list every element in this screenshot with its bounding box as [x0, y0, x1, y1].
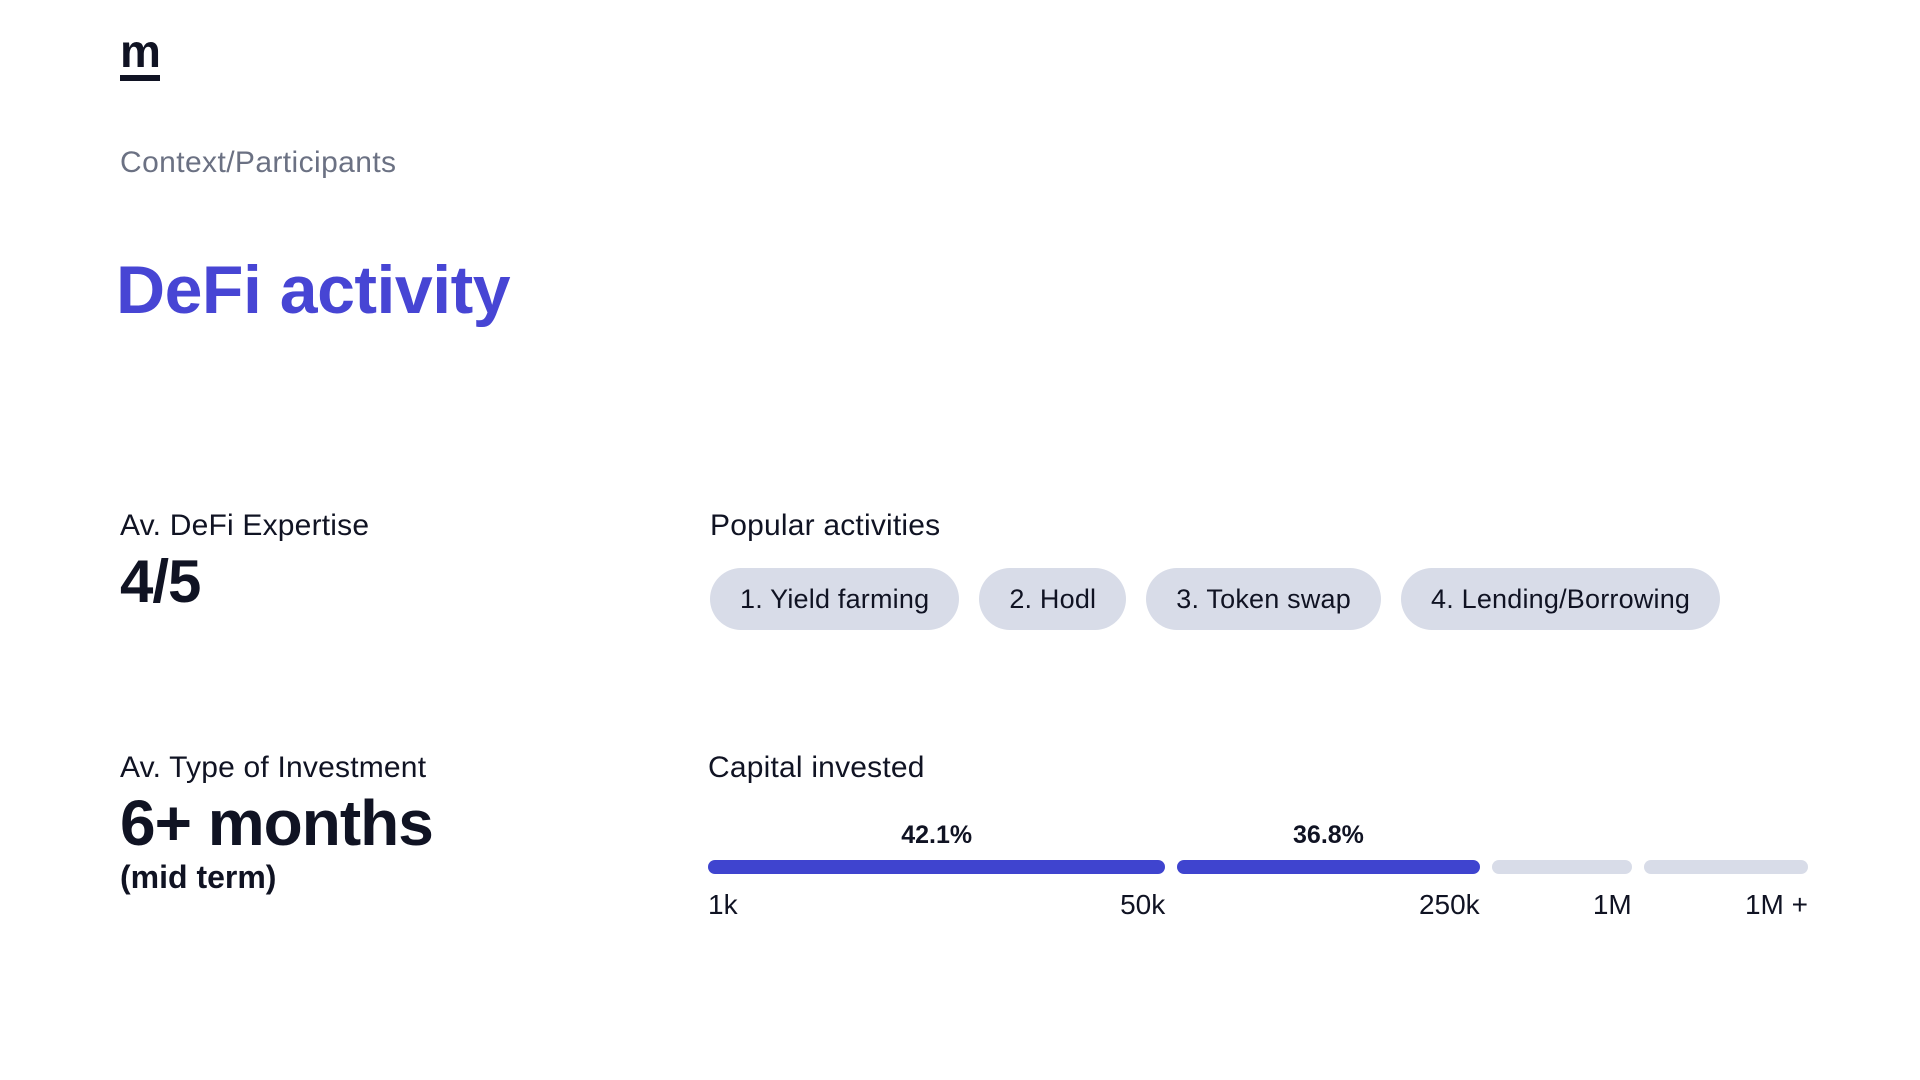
popular-activities-label: Popular activities — [710, 509, 941, 542]
tick-250k: 250k — [1418, 889, 1480, 920]
stat-defi-expertise-value: 4/5 — [120, 548, 201, 615]
segment-track-filled — [1177, 860, 1480, 874]
page-title: DeFi activity — [116, 252, 511, 328]
segment-percent-label: 36.8% — [1293, 821, 1364, 849]
tick-1M-plus: 1M + — [1744, 889, 1808, 920]
bar-segment-50k-250k: 36.8% 250k — [1177, 821, 1480, 920]
capital-distribution-bar: 42.1% 1k 50k 36.8% 250k 1M — [708, 822, 1808, 920]
bar-segment-1k-50k: 42.1% 1k 50k — [708, 821, 1166, 920]
segment-percent-label: 42.1% — [901, 821, 973, 849]
segment-track-filled — [708, 860, 1166, 874]
stat-defi-expertise: Av. DeFi Expertise 4/5 — [120, 506, 369, 612]
segment-percent-label — [1644, 822, 1808, 848]
stat-investment-label: Av. Type of Investment — [120, 751, 427, 784]
activity-pill-list: 1. Yield farming 2. Hodl 3. Token swap 4… — [710, 568, 1721, 630]
brand-logo: m — [120, 28, 161, 81]
stat-investment-value: 6+ months — [120, 787, 434, 859]
capital-invested-chart: Capital invested 42.1% 1k 50k 36.8% 250k — [708, 748, 1808, 920]
segment-tick-labels: 1M + — [1644, 890, 1808, 920]
bar-segment-1M-plus: 1M + — [1643, 822, 1808, 920]
capital-invested-title: Capital invested — [708, 751, 925, 784]
segment-track-muted — [1643, 860, 1808, 874]
stat-defi-expertise-label: Av. DeFi Expertise — [120, 509, 370, 542]
activity-pill-token-swap: 3. Token swap — [1146, 568, 1381, 630]
segment-percent-label — [1492, 822, 1632, 848]
bar-segment-250k-1M: 1M — [1491, 822, 1632, 920]
stat-investment-note: (mid term) — [120, 859, 277, 896]
breadcrumb: Context/Participants — [120, 146, 397, 179]
activity-pill-hodl: 2. Hodl — [979, 568, 1127, 630]
segment-tick-labels: 250k — [1177, 889, 1480, 920]
segment-track-muted — [1491, 860, 1632, 874]
tick-1M: 1M — [1592, 889, 1632, 920]
popular-activities-section: Popular activities 1. Yield farming 2. H… — [710, 506, 1721, 630]
segment-tick-labels: 1M — [1492, 890, 1632, 920]
stat-type-of-investment: Av. Type of Investment 6+ months (mid te… — [120, 748, 434, 896]
activity-pill-yield-farming: 1. Yield farming — [710, 568, 960, 630]
tick-1k: 1k — [708, 889, 738, 920]
activity-pill-lending-borrowing: 4. Lending/Borrowing — [1400, 568, 1721, 630]
tick-50k: 50k — [1120, 889, 1166, 920]
segment-tick-labels: 1k 50k — [708, 890, 1165, 920]
